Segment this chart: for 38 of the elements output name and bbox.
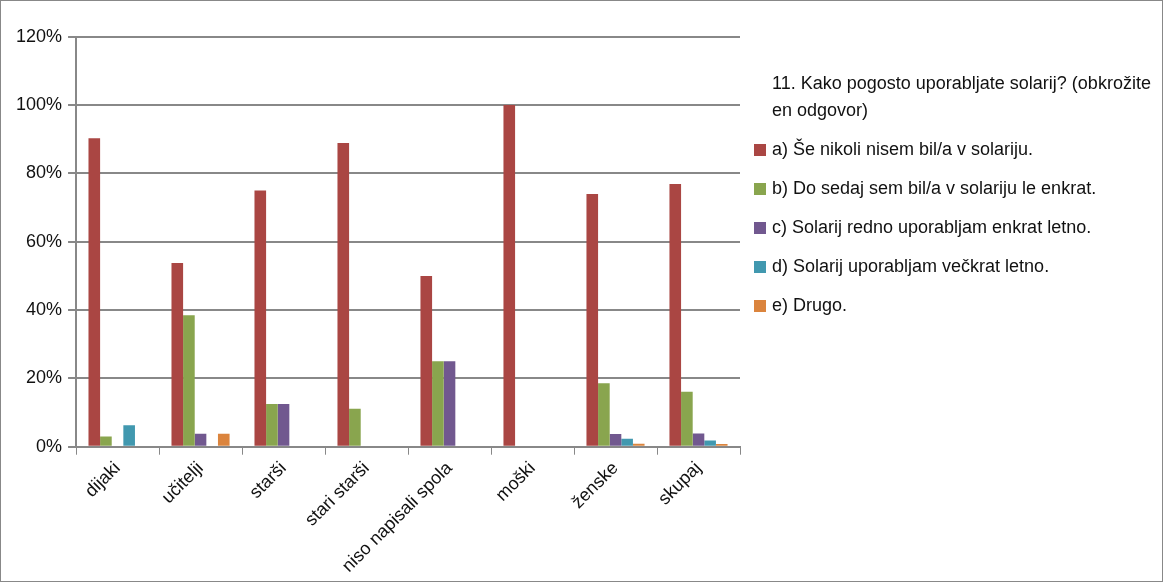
bar bbox=[598, 383, 610, 446]
bar bbox=[337, 143, 350, 446]
y-tick-label: 120% bbox=[15, 25, 63, 46]
bar bbox=[349, 408, 361, 446]
legend-label: a) Še nikoli nisem bil/a v solariju. bbox=[772, 137, 1035, 161]
legend-label: c) Solarij redno uporabljam enkrat letno. bbox=[772, 216, 1093, 239]
y-tick-label: 80% bbox=[26, 162, 63, 183]
y-tick-label: 100% bbox=[15, 94, 63, 115]
bar bbox=[432, 361, 444, 446]
y-tick-label: 40% bbox=[26, 299, 63, 320]
legend-label: d) Solarij uporabljam večkrat letno. bbox=[772, 255, 1051, 278]
bar bbox=[194, 433, 207, 446]
bar bbox=[420, 275, 433, 446]
bar bbox=[669, 184, 682, 446]
bar bbox=[503, 105, 516, 446]
y-tick-label: 60% bbox=[26, 230, 63, 251]
legend-label: b) Do sedaj sem bil/a v solariju le enkrat. bbox=[772, 177, 1098, 200]
bar bbox=[217, 433, 230, 446]
bar bbox=[183, 315, 195, 446]
bar bbox=[621, 438, 633, 446]
bar bbox=[277, 404, 290, 446]
bar bbox=[254, 190, 267, 446]
bar bbox=[681, 391, 693, 446]
y-tick-label: 0% bbox=[36, 435, 63, 456]
bar bbox=[88, 138, 101, 446]
legend-title: 11. Kako pogosto uporabljate solarij? (obkrožite en odgovor) bbox=[772, 72, 1152, 122]
bar bbox=[586, 193, 599, 446]
bar bbox=[171, 262, 184, 446]
bar bbox=[692, 433, 705, 446]
bar bbox=[704, 440, 716, 446]
bar bbox=[100, 436, 112, 446]
bar bbox=[632, 443, 645, 446]
legend-label: e) Drugo. bbox=[772, 294, 849, 317]
bar bbox=[443, 361, 456, 446]
y-tick-label: 20% bbox=[26, 367, 63, 388]
bar bbox=[123, 425, 135, 446]
bar bbox=[266, 404, 278, 446]
bar bbox=[609, 434, 622, 446]
